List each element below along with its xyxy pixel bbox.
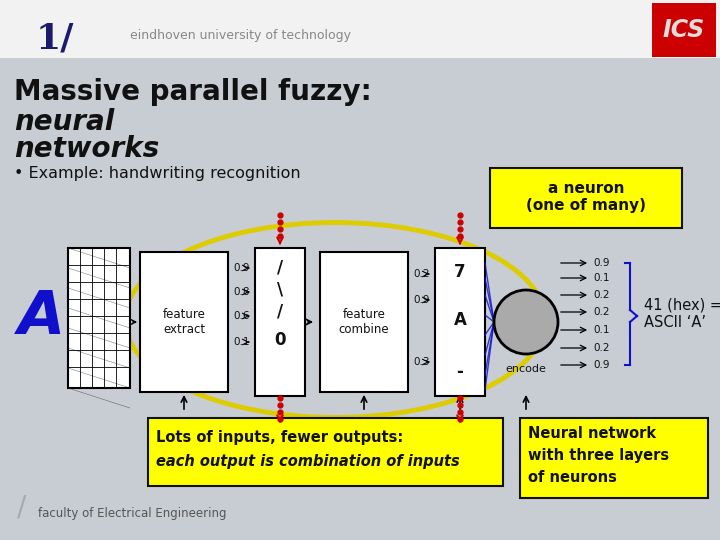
Bar: [148, 418, 503, 486]
Text: 1/: 1/: [36, 21, 74, 55]
Text: 0.2: 0.2: [593, 343, 610, 353]
Text: 0.9: 0.9: [593, 258, 610, 268]
Text: • Example: handwriting recognition: • Example: handwriting recognition: [14, 166, 301, 181]
Bar: [68, 248, 130, 388]
Text: 7: 7: [454, 263, 466, 281]
Text: 0.2: 0.2: [593, 307, 610, 317]
Text: Massive parallel fuzzy:: Massive parallel fuzzy:: [14, 78, 382, 106]
Bar: [140, 252, 228, 392]
Text: encode: encode: [505, 364, 546, 374]
Text: each output is combination of inputs: each output is combination of inputs: [156, 454, 460, 469]
Bar: [520, 418, 708, 498]
Text: /: /: [277, 303, 283, 321]
Circle shape: [494, 290, 558, 354]
Text: -: -: [456, 363, 464, 381]
Text: ICS: ICS: [663, 18, 705, 42]
Bar: [0, 0, 720, 58]
Text: /: /: [17, 494, 27, 522]
Text: 0.1: 0.1: [593, 325, 610, 335]
Text: Neural network: Neural network: [528, 426, 656, 441]
Text: with three layers: with three layers: [528, 448, 669, 463]
Text: 0.1: 0.1: [233, 337, 250, 347]
Text: 0.2: 0.2: [593, 290, 610, 300]
Text: eindhoven university of technology: eindhoven university of technology: [130, 29, 351, 42]
Text: 0.9: 0.9: [413, 295, 430, 305]
Text: 0.6: 0.6: [233, 311, 250, 321]
Text: 0: 0: [274, 331, 286, 349]
Bar: [0, 58, 720, 540]
Text: feature
combine: feature combine: [338, 308, 390, 336]
Text: /: /: [277, 259, 283, 277]
Text: 0.1: 0.1: [593, 273, 610, 283]
Bar: [435, 248, 485, 396]
Text: 0.9: 0.9: [593, 360, 610, 370]
Text: 0.3: 0.3: [413, 357, 430, 367]
Text: A: A: [19, 288, 66, 348]
Text: faculty of Electrical Engineering: faculty of Electrical Engineering: [38, 508, 227, 521]
Text: Lots of inputs, fewer outputs:: Lots of inputs, fewer outputs:: [156, 430, 403, 445]
Text: of neurons: of neurons: [528, 470, 617, 485]
Text: \: \: [277, 281, 283, 299]
Bar: [255, 248, 305, 396]
Text: A: A: [454, 311, 467, 329]
Text: networks: networks: [14, 135, 159, 163]
Bar: [652, 3, 716, 57]
Text: 0.2: 0.2: [413, 269, 430, 279]
Text: neural: neural: [14, 108, 114, 136]
Text: 41 (hex) =
ASCII ‘A’: 41 (hex) = ASCII ‘A’: [644, 298, 720, 330]
Text: 0.8: 0.8: [233, 287, 250, 297]
FancyBboxPatch shape: [490, 168, 682, 228]
Bar: [320, 252, 408, 392]
Text: feature
extract: feature extract: [163, 308, 205, 336]
Text: 0.9: 0.9: [233, 263, 250, 273]
Text: a neuron
(one of many): a neuron (one of many): [526, 181, 646, 213]
